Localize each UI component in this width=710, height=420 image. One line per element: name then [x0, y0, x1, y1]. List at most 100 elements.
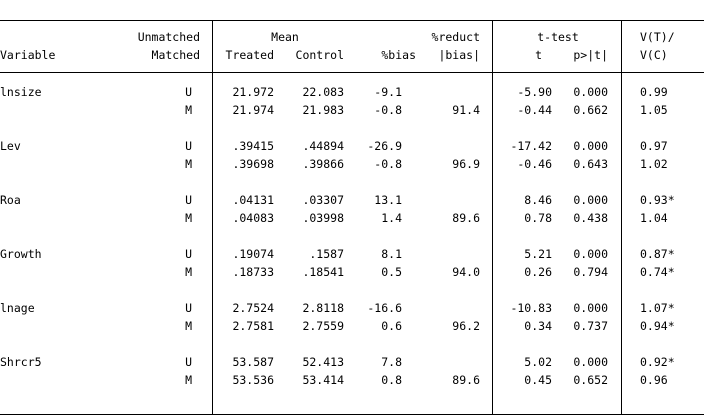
bias-cell: 0.8	[381, 373, 402, 387]
sample-cell: M	[185, 211, 192, 225]
variance-ratio-cell: 1.04	[640, 211, 668, 225]
t-stat-cell: -0.44	[517, 103, 552, 117]
control-mean-cell: 53.414	[302, 373, 344, 387]
header-p: p>|t|	[573, 48, 608, 62]
control-mean-cell: 22.083	[302, 85, 344, 99]
control-mean-cell: 21.983	[302, 103, 344, 117]
control-mean-cell: 2.8118	[302, 301, 344, 315]
treated-mean-cell: .19074	[232, 247, 274, 261]
t-stat-cell: -10.83	[510, 301, 552, 315]
p-value-cell: 0.438	[573, 211, 608, 225]
bias-cell: -16.6	[367, 301, 402, 315]
variable-name: Roa	[0, 193, 21, 207]
header-variable: Variable	[0, 48, 56, 62]
t-stat-cell: -17.42	[510, 139, 552, 153]
variance-ratio-cell: 0.92*	[640, 355, 675, 369]
bias-cell: -26.9	[367, 139, 402, 153]
p-value-cell: 0.662	[573, 103, 608, 117]
header-reduct: %reduct	[431, 30, 480, 44]
control-mean-cell: .1587	[309, 247, 344, 261]
treated-mean-cell: .39415	[232, 139, 274, 153]
control-mean-cell: .44894	[302, 139, 344, 153]
sample-cell: M	[185, 265, 192, 279]
variance-ratio-cell: 0.97	[640, 139, 668, 153]
reduct-cell: 96.2	[452, 319, 480, 333]
bias-cell: -0.8	[374, 157, 402, 171]
sample-cell: U	[185, 247, 192, 261]
top-rule	[0, 20, 704, 21]
treated-mean-cell: 2.7581	[232, 319, 274, 333]
t-stat-cell: -5.90	[517, 85, 552, 99]
column-divider-1	[212, 20, 213, 415]
variance-ratio-cell: 0.93*	[640, 193, 675, 207]
control-mean-cell: .18541	[302, 265, 344, 279]
p-value-cell: 0.643	[573, 157, 608, 171]
variable-name: Growth	[0, 247, 42, 261]
p-value-cell: 0.000	[573, 247, 608, 261]
variable-name: lnage	[0, 301, 35, 315]
reduct-cell: 96.9	[452, 157, 480, 171]
sample-cell: M	[185, 103, 192, 117]
variable-name: Shrcr5	[0, 355, 42, 369]
bias-cell: 7.8	[381, 355, 402, 369]
reduct-cell: 89.6	[452, 211, 480, 225]
sample-cell: U	[185, 139, 192, 153]
p-value-cell: 0.000	[573, 355, 608, 369]
t-stat-cell: 8.46	[524, 193, 552, 207]
variance-ratio-cell: 0.96	[640, 373, 668, 387]
t-stat-cell: 5.02	[524, 355, 552, 369]
treated-mean-cell: 21.972	[232, 85, 274, 99]
treated-mean-cell: 21.974	[232, 103, 274, 117]
p-value-cell: 0.000	[573, 85, 608, 99]
header-unmatched: Unmatched	[137, 30, 200, 44]
t-stat-cell: 5.21	[524, 247, 552, 261]
bias-cell: -9.1	[374, 85, 402, 99]
variance-ratio-cell: 1.02	[640, 157, 668, 171]
treated-mean-cell: .04083	[232, 211, 274, 225]
control-mean-cell: 52.413	[302, 355, 344, 369]
p-value-cell: 0.000	[573, 301, 608, 315]
treated-mean-cell: 2.7524	[232, 301, 274, 315]
variable-name: lnsize	[0, 85, 42, 99]
header-rule	[0, 72, 704, 73]
header-vratio-bottom: V(C)	[640, 48, 668, 62]
sample-cell: U	[185, 85, 192, 99]
treated-mean-cell: .39698	[232, 157, 274, 171]
treated-mean-cell: .04131	[232, 193, 274, 207]
variance-ratio-cell: 1.05	[640, 103, 668, 117]
p-value-cell: 0.000	[573, 139, 608, 153]
bias-cell: 0.6	[381, 319, 402, 333]
p-value-cell: 0.000	[573, 193, 608, 207]
variance-ratio-cell: 0.87*	[640, 247, 675, 261]
header-ttest: t-test	[537, 30, 579, 44]
sample-cell: U	[185, 355, 192, 369]
treated-mean-cell: 53.536	[232, 373, 274, 387]
variable-name: Lev	[0, 139, 21, 153]
reduct-cell: 89.6	[452, 373, 480, 387]
bias-cell: 8.1	[381, 247, 402, 261]
sample-cell: M	[185, 373, 192, 387]
p-value-cell: 0.737	[573, 319, 608, 333]
header-vratio-top: V(T)/	[640, 30, 675, 44]
bottom-rule	[0, 414, 704, 415]
t-stat-cell: 0.26	[524, 265, 552, 279]
variance-ratio-cell: 0.94*	[640, 319, 675, 333]
treated-mean-cell: .18733	[232, 265, 274, 279]
control-mean-cell: .03998	[302, 211, 344, 225]
reduct-cell: 94.0	[452, 265, 480, 279]
column-divider-3	[621, 20, 622, 415]
sample-cell: M	[185, 157, 192, 171]
sample-cell: U	[185, 301, 192, 315]
p-value-cell: 0.652	[573, 373, 608, 387]
header-mean: Mean	[271, 30, 299, 44]
p-value-cell: 0.794	[573, 265, 608, 279]
t-stat-cell: 0.78	[524, 211, 552, 225]
header-matched: Matched	[151, 48, 200, 62]
header-abs-bias: |bias|	[438, 48, 480, 62]
t-stat-cell: 0.34	[524, 319, 552, 333]
sample-cell: U	[185, 193, 192, 207]
treated-mean-cell: 53.587	[232, 355, 274, 369]
bias-cell: -0.8	[374, 103, 402, 117]
control-mean-cell: 2.7559	[302, 319, 344, 333]
